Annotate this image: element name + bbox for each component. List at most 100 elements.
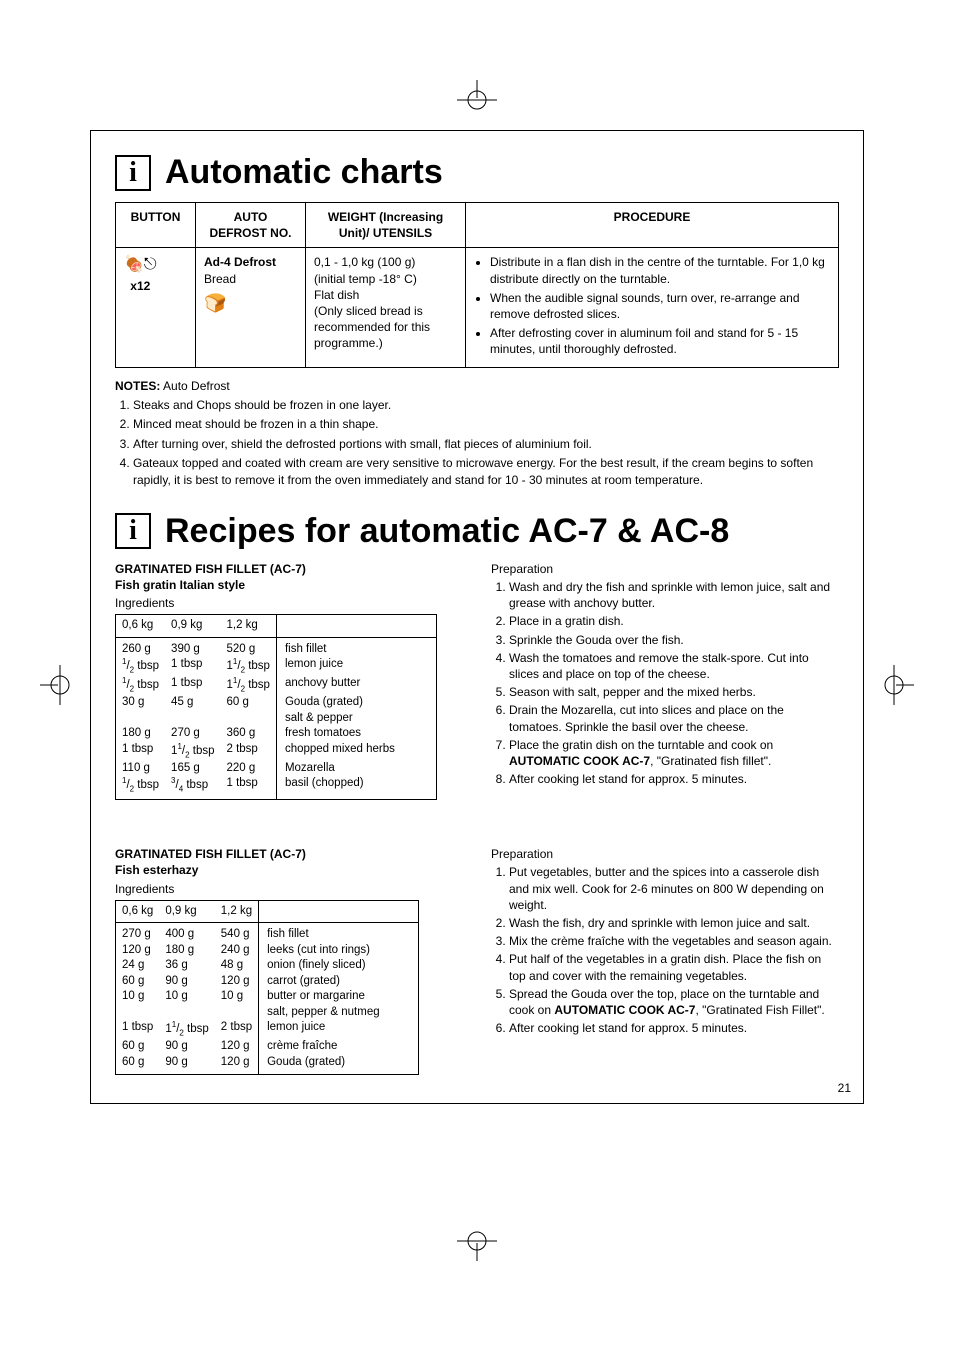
prep-item: Put vegetables, butter and the spices in… [509,864,839,913]
defrost-icons: 🍖⎋ [124,254,157,276]
ing-h [259,900,419,923]
recipe1-block: GRATINATED FISH FILLET (AC-7) Fish grati… [115,561,839,800]
button-cell: 🍖⎋ x12 [116,248,196,367]
procedure-cell: Distribute in a flan dish in the centre … [466,248,839,367]
ing-h [276,615,436,638]
prep-item: Drain the Mozarella, cut into slices and… [509,702,839,734]
weight-text: 0,1 - 1,0 kg (100 g) (initial temp -18° … [314,254,457,351]
ing-header: 0,6 kg 0,9 kg 1,2 kg [116,900,419,923]
ing-h: 0,6 kg [116,900,160,923]
recipe1-title: GRATINATED FISH FILLET (AC-7) [115,561,463,577]
ing-row: 1/2 tbsp3/4 tbsp1 tbspbasil (chopped) [116,776,437,799]
recipe2-subtitle: Fish esterhazy [115,862,463,878]
defrost-no-cell: Ad-4 Defrost Bread 🍞 [196,248,306,367]
recipe2-ing-table: 0,6 kg 0,9 kg 1,2 kg 270 g400 g540 gfish… [115,900,419,1076]
ing-row: 1/2 tbsp1 tbsp11/2 tbsplemon juice [116,657,437,676]
prep-item: Spread the Gouda over the top, place on … [509,986,839,1018]
ing-row: salt, pepper & nutmeg [116,1005,419,1021]
ing-row: 1 tbsp11/2 tbsp2 tbspchopped mixed herbs [116,742,437,761]
crop-marks-container: i Automatic charts BUTTON AUTO DEFROST N… [0,0,954,1351]
defrost-table: BUTTON AUTO DEFROST NO. WEIGHT (Increasi… [115,202,839,368]
section2-title: Recipes for automatic AC-7 & AC-8 [165,512,729,551]
recipe1-ing-label: Ingredients [115,595,463,611]
defrost-header-row: BUTTON AUTO DEFROST NO. WEIGHT (Increasi… [116,203,839,248]
prep-item: Wash and dry the fish and sprinkle with … [509,579,839,611]
section1-title: Automatic charts [165,153,443,192]
ing-row: 260 g390 g520 gfish fillet [116,637,437,657]
recipe2-block: GRATINATED FISH FILLET (AC-7) Fish ester… [115,846,839,1075]
crop-mark-top [457,80,497,120]
prep-item: Sprinkle the Gouda over the fish. [509,632,839,648]
crop-mark-left [40,665,80,705]
notes-sub: Auto Defrost [163,379,230,393]
recipe1-subtitle: Fish gratin Italian style [115,577,463,593]
notes-label: NOTES: [115,379,160,393]
recipe2-prep-list: Put vegetables, butter and the spices in… [491,864,839,1036]
prep-item: Wash the tomatoes and remove the stalk-s… [509,650,839,682]
defrost-row: 🍖⎋ x12 Ad-4 Defrost Bread 🍞 0,1 - 1,0 kg… [116,248,839,367]
ing-row: 60 g90 g120 gcrème fraîche [116,1039,419,1055]
note-item: Gateaux topped and coated with cream are… [133,455,839,490]
ing-row: 110 g165 g220 gMozarella [116,761,437,777]
col-button: BUTTON [116,203,196,248]
section1-header: i Automatic charts [115,153,839,192]
proc-item: Distribute in a flan dish in the centre … [490,254,830,286]
recipe2-title: GRATINATED FISH FILLET (AC-7) [115,846,463,862]
recipe1-ing-table: 0,6 kg 0,9 kg 1,2 kg 260 g390 g520 gfish… [115,614,437,800]
recipe2-left: GRATINATED FISH FILLET (AC-7) Fish ester… [115,846,463,1075]
note-item: Steaks and Chops should be frozen in one… [133,397,839,414]
ing-row: 60 g90 g120 gGouda (grated) [116,1055,419,1075]
page-content: i Automatic charts BUTTON AUTO DEFROST N… [90,130,864,1104]
ing-h: 0,6 kg [116,615,166,638]
defrost-item: Bread [204,272,236,286]
notes-block: NOTES: Auto Defrost Steaks and Chops sho… [115,378,839,490]
prep-item: Wash the fish, dry and sprinkle with lem… [509,915,839,931]
prep-item: After cooking let stand for approx. 5 mi… [509,771,839,787]
proc-item: When the audible signal sounds, turn ove… [490,290,830,322]
recipe2-ing-label: Ingredients [115,881,463,897]
proc-item: After defrosting cover in aluminum foil … [490,325,830,357]
recipe1-right: Preparation Wash and dry the fish and sp… [491,561,839,800]
procedure-list: Distribute in a flan dish in the centre … [474,254,830,357]
note-item: After turning over, shield the defrosted… [133,436,839,453]
weight-cell: 0,1 - 1,0 kg (100 g) (initial temp -18° … [306,248,466,367]
col-weight: WEIGHT (Increasing Unit)/ UTENSILS [306,203,466,248]
prep-item: Put half of the vegetables in a gratin d… [509,951,839,983]
button-x12: x12 [130,278,150,294]
ing-row: 10 g10 g10 gbutter or margarine [116,989,419,1005]
spacer [115,800,839,840]
crop-mark-right [874,665,914,705]
ing-h: 0,9 kg [159,900,214,923]
ing-header: 0,6 kg 0,9 kg 1,2 kg [116,615,437,638]
recipe2-right: Preparation Put vegetables, butter and t… [491,846,839,1075]
ing-h: 0,9 kg [165,615,220,638]
recipe2-prep-label: Preparation [491,846,839,862]
defrost-no: Ad-4 Defrost [204,255,276,269]
prep-item: Place the gratin dish on the turntable a… [509,737,839,769]
col-procedure: PROCEDURE [466,203,839,248]
recipe1-prep-list: Wash and dry the fish and sprinkle with … [491,579,839,787]
notes-list: Steaks and Chops should be frozen in one… [115,397,839,490]
info-icon: i [115,513,151,549]
ing-row: 60 g90 g120 gcarrot (grated) [116,974,419,990]
page-number: 21 [838,1081,851,1095]
prep-item: Mix the crème fraîche with the vegetable… [509,933,839,949]
ing-row: 180 g270 g360 gfresh tomatoes [116,726,437,742]
section2-header: i Recipes for automatic AC-7 & AC-8 [115,512,839,551]
note-item: Minced meat should be frozen in a thin s… [133,416,839,433]
col-defrost-no: AUTO DEFROST NO. [196,203,306,248]
ing-h: 1,2 kg [221,615,277,638]
ing-h: 1,2 kg [215,900,259,923]
ing-row: 1/2 tbsp1 tbsp11/2 tbspanchovy butter [116,676,437,695]
bread-icon: 🍞 [204,291,297,315]
prep-item: Season with salt, pepper and the mixed h… [509,684,839,700]
prep-item: After cooking let stand for approx. 5 mi… [509,1020,839,1036]
ing-row: 120 g180 g240 gleeks (cut into rings) [116,943,419,959]
ing-row: 24 g36 g48 gonion (finely sliced) [116,958,419,974]
info-icon: i [115,155,151,191]
prep-item: Place in a gratin dish. [509,613,839,629]
crop-mark-bottom [457,1221,497,1261]
ing-row: 270 g400 g540 gfish fillet [116,923,419,943]
ing-row: salt & pepper [116,711,437,727]
ing-row: 1 tbsp11/2 tbsp2 tbsplemon juice [116,1020,419,1039]
